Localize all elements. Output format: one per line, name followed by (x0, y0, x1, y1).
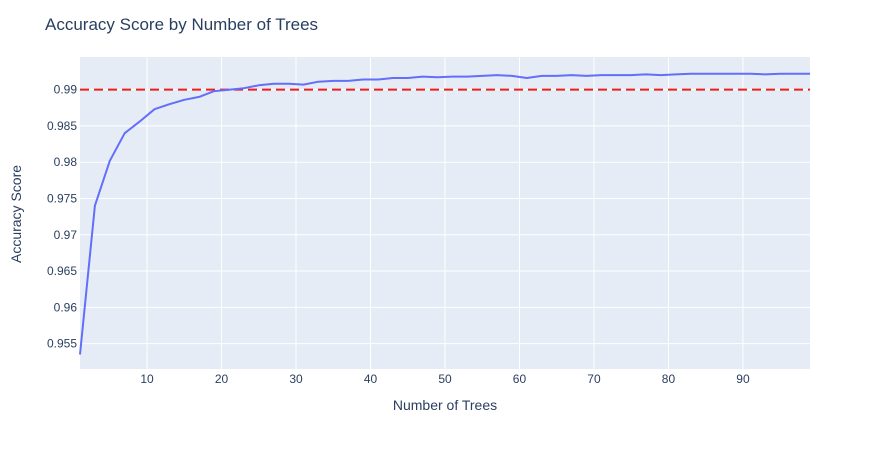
y-tick-label: 0.955 (47, 337, 77, 351)
x-tick-label: 80 (662, 372, 676, 386)
x-tick-label: 20 (215, 372, 229, 386)
series-line (79, 72, 810, 355)
x-tick-label: 70 (587, 372, 601, 386)
x-tick-label: 90 (736, 372, 750, 386)
y-tick-label: 0.96 (54, 300, 78, 314)
y-tick-label: 0.985 (47, 119, 77, 133)
grid-lines (80, 57, 810, 369)
series-layer (79, 72, 810, 355)
y-tick-label: 0.975 (47, 191, 77, 205)
y-tick-label: 0.98 (54, 155, 78, 169)
y-tick-label: 0.99 (54, 83, 78, 97)
x-tick-label: 10 (140, 372, 154, 386)
y-tick-label: 0.97 (54, 228, 78, 242)
y-axis-ticks: 0.955 0.96 0.965 0.97 0.975 0.98 0.985 0.99 (47, 83, 77, 351)
y-axis-title: Accuracy Score (8, 165, 24, 263)
x-axis-ticks: 10 20 30 40 50 60 70 80 90 (140, 372, 750, 386)
x-tick-label: 60 (513, 372, 527, 386)
y-tick-label: 0.965 (47, 264, 77, 278)
x-tick-label: 30 (289, 372, 303, 386)
x-tick-label: 50 (438, 372, 452, 386)
x-axis-title: Number of Trees (393, 397, 497, 413)
x-tick-label: 40 (364, 372, 378, 386)
chart-title: Accuracy Score by Number of Trees (45, 15, 318, 34)
